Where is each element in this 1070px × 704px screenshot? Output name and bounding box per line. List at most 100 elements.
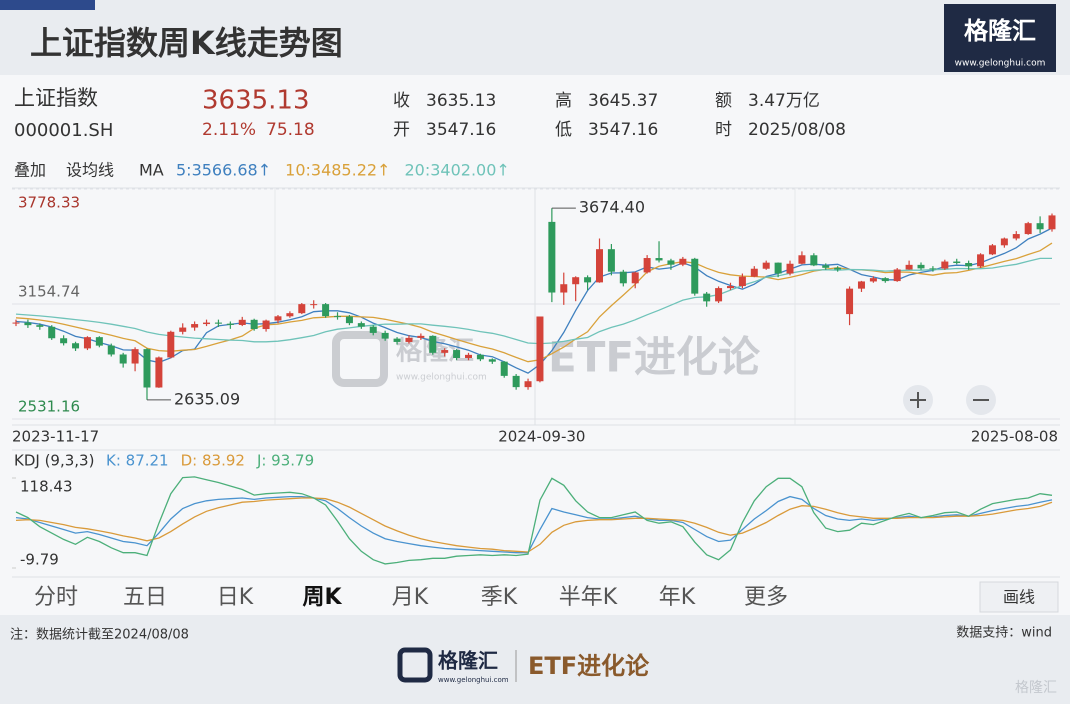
x-tick-label: 2024-09-30 xyxy=(498,428,585,446)
candle-body xyxy=(953,261,961,264)
candle-body xyxy=(476,354,484,360)
candle-body xyxy=(679,258,687,265)
legend-entry: 20:3402.00↑ xyxy=(404,161,509,180)
footer-watermark: 格隆汇 xyxy=(1015,680,1057,696)
zoom-in-icon xyxy=(910,392,926,408)
tab[interactable]: 季K xyxy=(481,585,518,610)
y-tick-label: 2531.16 xyxy=(18,398,80,416)
candle-body xyxy=(465,354,473,358)
candle-body xyxy=(36,325,44,327)
tab[interactable]: 日K xyxy=(217,585,254,610)
draw-button-label[interactable]: 画线 xyxy=(1003,588,1035,607)
candle-body xyxy=(560,284,568,293)
annotation: 2635.09 xyxy=(174,389,240,408)
ma-line xyxy=(15,257,1052,345)
field-value: 3547.16 xyxy=(588,120,658,140)
candle-body xyxy=(988,245,996,255)
candle-body xyxy=(488,359,496,362)
tab[interactable]: 年K xyxy=(659,585,696,610)
logo-url: www.gelonghui.com xyxy=(955,59,1046,69)
field-label: 额 xyxy=(715,91,732,111)
candle-body xyxy=(798,255,806,264)
watermark-text: ETF进化论 xyxy=(548,333,761,382)
candle-body xyxy=(60,338,68,344)
source: 数据支持：wind xyxy=(956,626,1052,641)
tab[interactable]: 月K xyxy=(392,585,429,610)
field-label: 收 xyxy=(393,91,410,111)
tab[interactable]: 更多 xyxy=(744,585,788,610)
candle-body xyxy=(977,254,985,267)
kdj-line xyxy=(15,495,1053,554)
candle-body xyxy=(405,337,413,342)
candle-body xyxy=(536,316,544,382)
candle-body xyxy=(262,320,270,330)
field-value: 3.47万亿 xyxy=(748,91,820,111)
field-label: 低 xyxy=(555,120,572,140)
candle-body xyxy=(643,258,651,273)
tab[interactable]: 分时 xyxy=(34,585,78,610)
candle-body xyxy=(214,322,222,324)
candle-body xyxy=(869,278,877,282)
y-tick-label: 118.43 xyxy=(20,478,73,496)
candle-body xyxy=(572,277,580,285)
overlay[interactable]: 叠加 xyxy=(14,161,46,180)
change: 75.18 xyxy=(266,120,315,140)
kdj-line xyxy=(15,497,1053,553)
candle-body xyxy=(881,278,889,282)
candle-body xyxy=(691,258,699,294)
tab[interactable]: 五日 xyxy=(123,585,167,610)
candle-body xyxy=(226,323,234,325)
candle-body xyxy=(524,381,532,388)
y-tick-label: 3778.33 xyxy=(18,194,80,212)
change-pct: 2.11% xyxy=(202,120,256,140)
candle-body xyxy=(893,269,901,282)
candle-body xyxy=(500,361,508,376)
price: 3635.13 xyxy=(202,86,310,116)
ma-line xyxy=(15,242,1053,363)
ma-label: MA xyxy=(139,161,164,180)
field-label: 时 xyxy=(715,120,732,140)
candle-body xyxy=(965,263,973,267)
candle-body xyxy=(369,326,377,333)
candle-body xyxy=(762,262,770,269)
candle-body xyxy=(24,322,32,326)
candle-body xyxy=(726,286,734,289)
candle-body xyxy=(846,288,854,315)
candle-body xyxy=(286,313,294,317)
logo: 格隆汇 xyxy=(964,17,1036,45)
candle-body xyxy=(631,272,639,284)
legend-entry: J: 93.79 xyxy=(256,452,314,470)
candle-body xyxy=(595,249,603,283)
candle-body xyxy=(548,221,556,293)
candle-body xyxy=(1000,238,1008,246)
watermark-icon xyxy=(332,331,388,387)
kdj-title: KDJ (9,3,3) xyxy=(14,452,94,470)
set-ma[interactable]: 设均线 xyxy=(66,161,114,180)
candle-body xyxy=(381,332,389,339)
y-tick-label: -9.79 xyxy=(20,551,59,569)
candle-body xyxy=(584,277,592,283)
candle-body xyxy=(453,350,461,358)
candle-body xyxy=(917,264,925,269)
field-value: 3635.13 xyxy=(426,91,496,111)
candle-body xyxy=(941,261,949,269)
candle-body xyxy=(345,316,353,324)
candle-body xyxy=(334,316,342,318)
candle-body xyxy=(203,322,211,325)
candle-body xyxy=(810,255,818,266)
footer-logo: 格隆汇 xyxy=(438,649,498,673)
tab[interactable]: 周K xyxy=(302,585,342,610)
y-tick-label: 3154.74 xyxy=(18,283,80,301)
candle-body xyxy=(905,264,913,270)
candle-body xyxy=(929,268,937,270)
field-label: 高 xyxy=(555,91,572,111)
title: 上证指数周K线走势图 xyxy=(30,24,343,62)
draw-button[interactable] xyxy=(979,581,1059,613)
candle-body xyxy=(774,262,782,274)
tab[interactable]: 半年K xyxy=(559,585,618,610)
field-label: 开 xyxy=(393,120,410,140)
watermark-url: www.gelonghui.com xyxy=(396,373,487,383)
candle-body xyxy=(393,338,401,342)
candle-body xyxy=(131,349,139,364)
candle-body xyxy=(441,350,449,353)
